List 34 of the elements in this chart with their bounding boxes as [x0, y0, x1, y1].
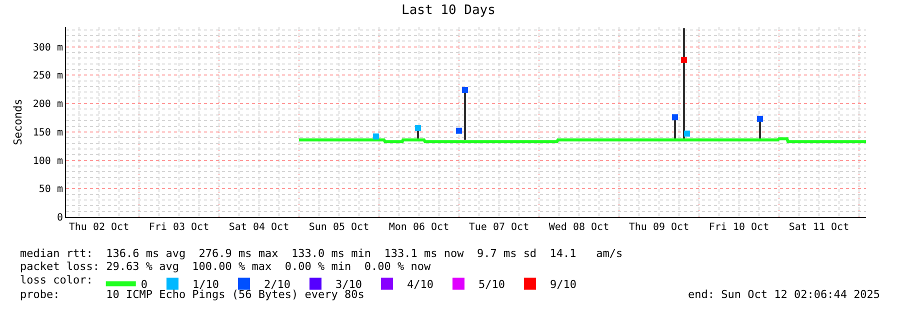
point [684, 130, 690, 137]
y-tick-label: 250 m [32, 70, 63, 82]
point [757, 116, 763, 122]
point [681, 56, 687, 63]
text: packet loss: 29.63 % avg 100.00 % max 0.00 % min 0.00 % now [20, 260, 431, 273]
y-tick-label: 0 [56, 212, 63, 224]
x-tick-label: Thu 09 Oct [628, 222, 690, 233]
legend-title: loss color: [20, 274, 93, 287]
y-tick-label: 100 m [32, 156, 63, 167]
y-tick-label: 150 m [32, 127, 63, 138]
y-axis-title: Seconds [12, 98, 25, 146]
x-tick-label: Wed 08 Oct [548, 222, 610, 233]
x-tick-label: Fri 03 Oct [148, 222, 210, 233]
text: end: Sun Oct 12 02:06:44 2025 [688, 288, 880, 301]
x-tick-label: Fri 10 Oct [708, 222, 770, 233]
y-tick-label: 50 m [38, 184, 63, 196]
x-tick-label: Thu 02 Oct [68, 222, 130, 233]
chart-title: Last 10 Days [402, 2, 496, 18]
x-tick-label: Sun 05 Oct [308, 222, 370, 233]
y-tick-label: 200 m [32, 99, 63, 110]
point [373, 133, 379, 140]
text: median rtt: 136.6 ms avg 276.9 ms max 133.0 ms min 133.1 ms now 9.7 ms sd 14.1 am/s [20, 247, 623, 260]
point [672, 114, 678, 120]
x-tick-label: Mon 06 Oct [388, 222, 450, 233]
legend-label: 9/10 [550, 278, 576, 292]
legend-label: 4/10 [406, 278, 434, 292]
x-tick-label: Sat 04 Oct [228, 222, 290, 233]
point [462, 86, 468, 93]
x-tick-label: Sat 11 Oct [788, 222, 850, 233]
point [415, 124, 421, 131]
point [456, 128, 462, 134]
x-tick-label: Tue 07 Oct [468, 222, 530, 233]
y-tick-label: 300 m [32, 42, 63, 54]
legend-label: 5/10 [478, 278, 505, 292]
